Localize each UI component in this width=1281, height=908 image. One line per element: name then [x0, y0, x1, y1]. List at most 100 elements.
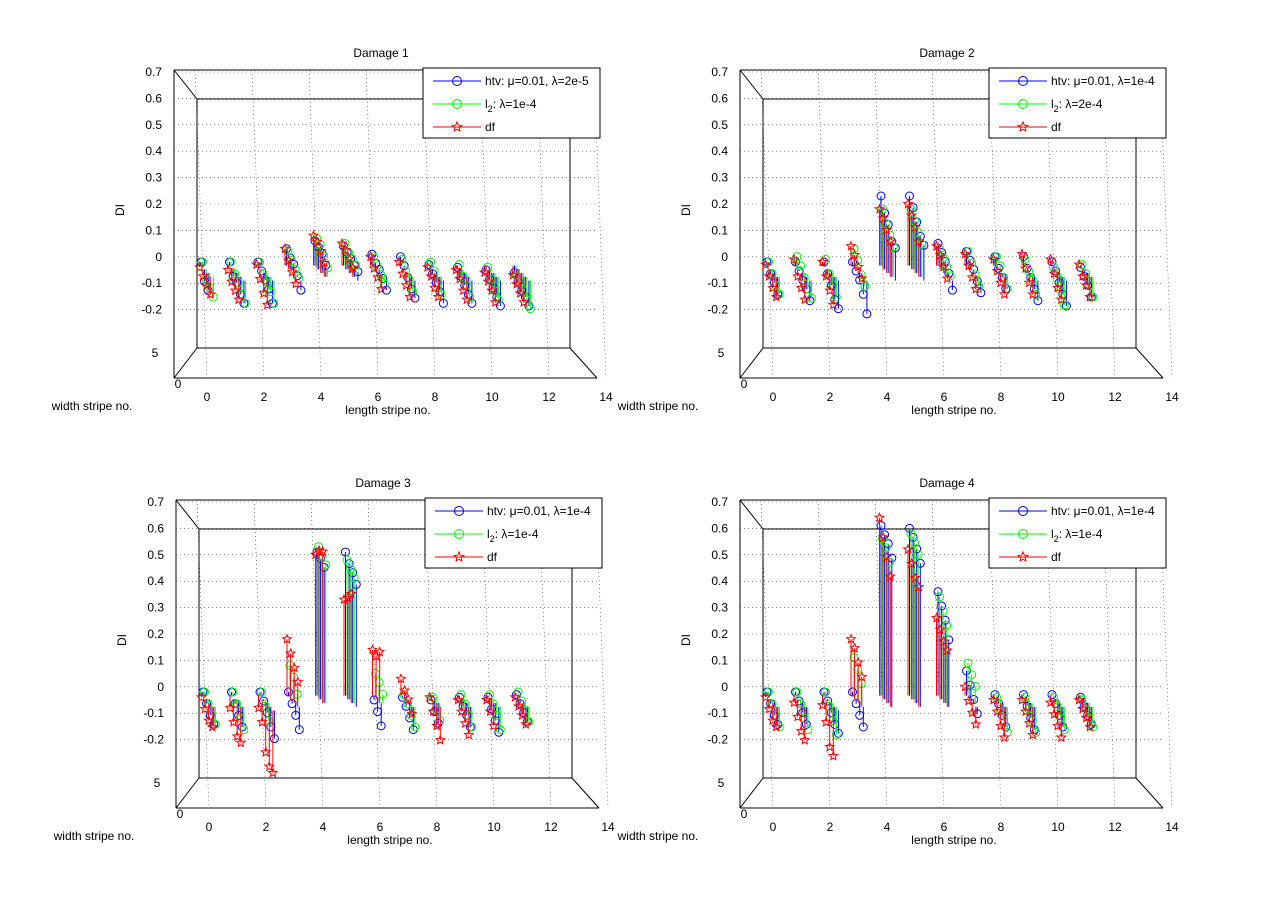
grid-line — [536, 69, 550, 379]
data-point — [906, 557, 918, 569]
data-point — [286, 266, 298, 277]
data-point — [913, 581, 925, 592]
series-htv — [762, 191, 1096, 319]
legend-label: l2: λ=1e-4 — [485, 97, 537, 114]
data-point — [1073, 258, 1085, 270]
data-point — [759, 258, 772, 270]
data-point — [228, 687, 238, 697]
z-tick-label: 0.1 — [711, 653, 728, 667]
grid-line — [253, 499, 267, 809]
data-point — [938, 606, 948, 616]
grid-line — [310, 499, 324, 809]
grid-line — [593, 69, 607, 379]
z-tick-label: 0 — [721, 250, 728, 264]
data-point — [353, 267, 363, 277]
data-point — [261, 299, 273, 310]
z-tick-label: 0 — [721, 680, 728, 694]
chart-title: Damage 2 — [919, 46, 975, 60]
series-l2 — [200, 542, 534, 735]
data-point — [991, 265, 1003, 276]
z-tick-label: -0.1 — [707, 276, 728, 290]
data-point — [881, 543, 891, 553]
data-point — [307, 229, 320, 241]
grid-line — [481, 499, 495, 809]
z-tick-label: 0.5 — [711, 118, 728, 132]
data-point — [959, 680, 971, 692]
data-point — [461, 293, 473, 305]
y-tick-label: 5 — [152, 346, 159, 360]
z-tick-label: 0.2 — [711, 197, 728, 211]
data-point — [351, 579, 361, 589]
corner-edge — [739, 499, 764, 530]
z-tick-label: 0.6 — [147, 521, 164, 535]
data-point — [410, 722, 420, 732]
data-point — [367, 249, 377, 259]
front-frame — [198, 528, 573, 779]
x-tick-label: 2 — [263, 820, 270, 834]
data-point — [913, 235, 925, 247]
data-point — [283, 254, 295, 266]
data-point — [452, 694, 464, 705]
data-point — [823, 696, 833, 706]
legend: htv: μ=0.01, λ=1e-4 l2: λ=2e-4 df — [988, 67, 1167, 139]
y-tick-label: 0 — [741, 377, 748, 391]
data-point — [381, 285, 391, 295]
data-point — [1058, 722, 1068, 732]
grid-line — [931, 69, 945, 379]
data-point — [318, 256, 330, 268]
data-point — [833, 304, 843, 314]
legend-label: htv: μ=0.01, λ=1e-4 — [1051, 504, 1155, 518]
series-l2 — [198, 233, 535, 314]
data-point — [933, 239, 943, 249]
data-point — [480, 694, 493, 705]
z-tick-label: 0.3 — [711, 601, 728, 615]
x-tick-label: 0 — [770, 390, 777, 404]
data-point — [494, 727, 504, 737]
data-point — [821, 687, 830, 697]
data-point — [877, 212, 889, 223]
data-point — [525, 304, 535, 314]
data-point — [970, 283, 982, 294]
data-point — [998, 731, 1010, 743]
data-point — [1084, 721, 1096, 732]
data-point — [934, 623, 946, 635]
legend-marker — [452, 550, 466, 563]
data-point — [374, 678, 384, 688]
series-htv — [762, 521, 1096, 738]
data-point — [288, 661, 300, 673]
data-point — [941, 272, 953, 284]
z-tick-label: 0.5 — [147, 548, 164, 562]
data-point — [972, 709, 982, 719]
data-point — [336, 237, 348, 249]
data-point — [311, 236, 323, 247]
x-tick-label: 4 — [884, 390, 891, 404]
data-point — [912, 544, 922, 554]
corner-edge — [173, 347, 198, 379]
data-point — [423, 691, 436, 702]
z-axis-label: DI — [115, 634, 129, 646]
data-point — [1086, 719, 1096, 729]
grid-line — [874, 499, 888, 809]
data-point — [967, 670, 977, 680]
data-point — [1016, 248, 1028, 259]
data-point — [773, 719, 783, 729]
data-point — [933, 587, 943, 597]
data-point — [831, 730, 841, 740]
data-point — [909, 221, 921, 232]
data-point — [421, 261, 434, 272]
y-tick-label: 0 — [741, 807, 748, 821]
data-point — [799, 734, 811, 745]
data-point — [374, 646, 386, 657]
z-tick-label: 0.4 — [145, 144, 162, 158]
data-point — [402, 693, 414, 705]
x-tick-label: 8 — [998, 820, 1005, 834]
z-tick-label: -0.1 — [707, 706, 728, 720]
data-point — [408, 725, 418, 735]
chart-panel-4: Damage 4 0.7 0.6 0.5 0.4 0.3 0.2 0.1 0 -0.1 -0.2 0 2… — [617, 476, 1179, 847]
data-point — [520, 718, 532, 730]
z-tick-label: -0.2 — [707, 733, 728, 747]
data-point — [906, 529, 916, 539]
z-tick-label: 0.6 — [145, 91, 162, 105]
z-tick-label: 0.2 — [145, 197, 162, 211]
grid-line — [196, 499, 210, 809]
